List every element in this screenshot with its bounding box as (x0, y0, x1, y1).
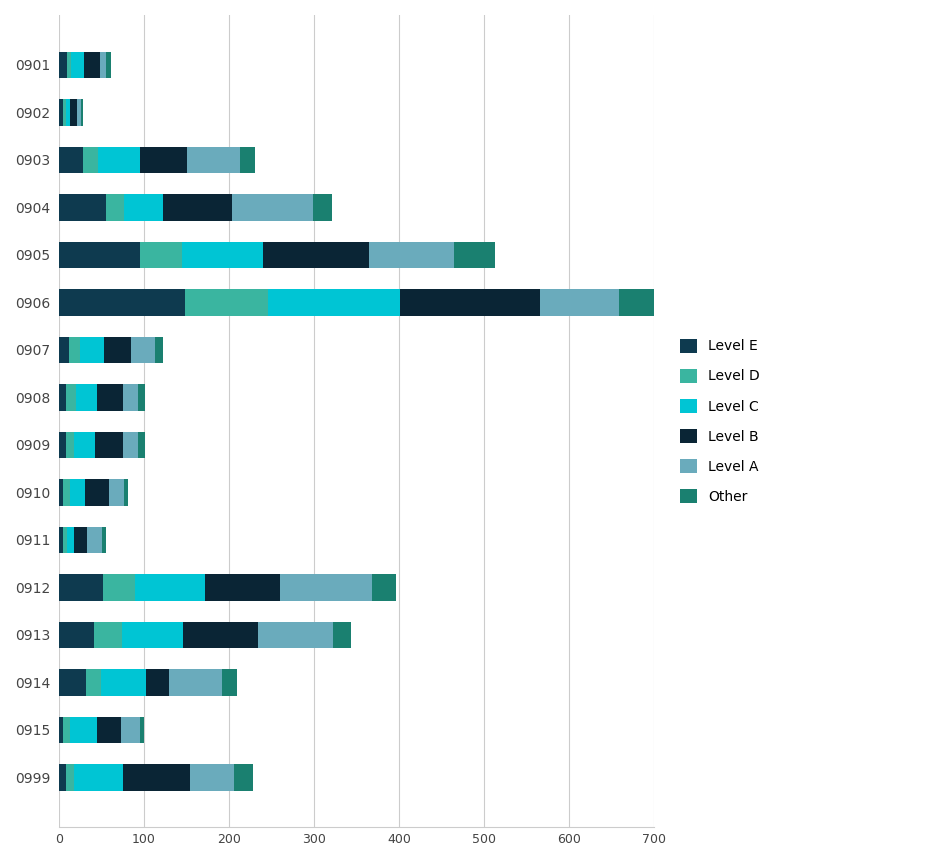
Bar (371, 574, 396, 600)
Bar (279, 574, 371, 600)
Bar (169, 669, 222, 696)
Bar (65, 99, 70, 126)
Bar (59, 765, 65, 790)
Bar (124, 480, 128, 505)
Bar (101, 669, 145, 696)
Bar (98, 147, 141, 173)
Bar (140, 717, 143, 743)
Bar (135, 574, 205, 600)
Bar (232, 195, 312, 220)
Bar (454, 242, 495, 268)
Bar (67, 527, 74, 553)
Bar (138, 384, 144, 411)
Bar (59, 195, 106, 220)
Bar (122, 622, 183, 648)
Bar (63, 99, 65, 126)
Bar (65, 432, 74, 458)
Bar (131, 337, 155, 363)
Bar (369, 242, 454, 268)
Bar (59, 242, 140, 268)
Bar (103, 574, 135, 600)
Bar (97, 384, 123, 411)
Bar (63, 480, 70, 505)
Bar (123, 384, 138, 411)
Bar (70, 480, 85, 505)
Bar (162, 195, 232, 220)
Bar (59, 337, 69, 363)
Bar (141, 147, 187, 173)
Bar (82, 147, 98, 173)
Bar (107, 52, 110, 78)
Bar (65, 765, 74, 790)
Bar (102, 527, 107, 553)
Bar (59, 480, 63, 505)
Bar (87, 527, 102, 553)
Bar (240, 147, 255, 173)
Bar (72, 52, 84, 78)
Bar (332, 622, 351, 648)
Bar (67, 52, 72, 78)
Bar (222, 669, 237, 696)
Bar (99, 52, 107, 78)
Bar (95, 432, 123, 458)
Bar (59, 669, 86, 696)
Bar (63, 717, 70, 743)
Bar (85, 480, 109, 505)
Bar (123, 432, 138, 458)
Bar (65, 384, 76, 411)
Bar (74, 527, 87, 553)
Bar (124, 195, 162, 220)
Bar (182, 242, 262, 268)
Bar (190, 765, 234, 790)
Bar (59, 52, 67, 78)
Bar (97, 717, 121, 743)
Bar (76, 99, 81, 126)
Bar (59, 527, 63, 553)
Bar (205, 574, 279, 600)
Bar (59, 99, 63, 126)
Bar (234, 765, 252, 790)
Bar (69, 337, 80, 363)
Bar (74, 432, 95, 458)
Legend: Level E, Level D, Level C, Level B, Level A, Other: Level E, Level D, Level C, Level B, Leve… (672, 331, 766, 511)
Bar (187, 147, 240, 173)
Bar (109, 480, 124, 505)
Bar (59, 574, 103, 600)
Bar (76, 384, 97, 411)
Bar (312, 195, 331, 220)
Bar (124, 765, 190, 790)
Bar (268, 289, 399, 315)
Bar (258, 622, 332, 648)
Bar (183, 622, 258, 648)
Bar (155, 337, 163, 363)
Bar (63, 527, 67, 553)
Bar (104, 337, 131, 363)
Bar (121, 717, 140, 743)
Bar (59, 147, 82, 173)
Bar (94, 622, 122, 648)
Bar (59, 717, 63, 743)
Bar (618, 289, 667, 315)
Bar (81, 99, 83, 126)
Bar (59, 384, 65, 411)
Bar (59, 289, 184, 315)
Bar (184, 289, 268, 315)
Bar (70, 717, 97, 743)
Bar (59, 622, 94, 648)
Bar (106, 195, 124, 220)
Bar (86, 669, 101, 696)
Bar (59, 432, 65, 458)
Bar (84, 52, 99, 78)
Bar (70, 99, 76, 126)
Bar (138, 432, 144, 458)
Bar (399, 289, 540, 315)
Bar (540, 289, 618, 315)
Bar (140, 242, 182, 268)
Bar (80, 337, 104, 363)
Bar (74, 765, 124, 790)
Bar (262, 242, 369, 268)
Bar (145, 669, 169, 696)
